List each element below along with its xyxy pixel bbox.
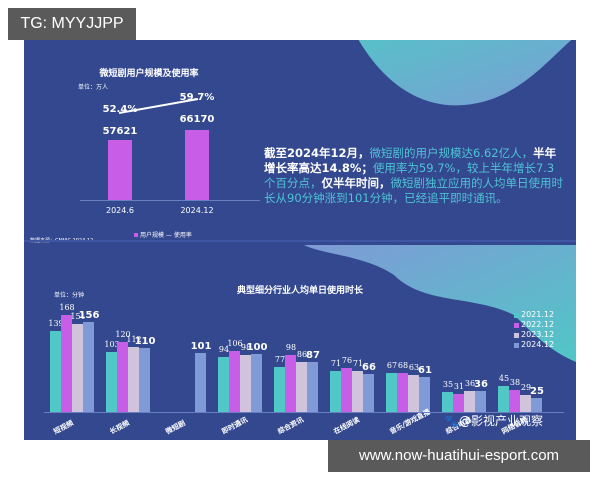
duration-bar bbox=[218, 357, 229, 412]
duration-bar bbox=[419, 376, 430, 412]
category-label: 微短剧 bbox=[164, 419, 187, 436]
usage-rate-line bbox=[118, 98, 199, 114]
duration-bar bbox=[442, 391, 453, 412]
duration-bar bbox=[464, 391, 475, 412]
paw-icon: 🐾 bbox=[444, 414, 459, 428]
bar-value-label: 101 bbox=[190, 341, 212, 353]
duration-bar bbox=[498, 385, 509, 412]
bar-value-label: 68 bbox=[397, 360, 409, 370]
users-label: 57621 bbox=[102, 126, 138, 137]
bar-value-label: 151 bbox=[70, 312, 86, 322]
bar-value-label: 94 bbox=[218, 345, 230, 355]
duration-bar bbox=[61, 314, 72, 412]
chart2-title: 典型细分行业人均单日使用时长 bbox=[236, 286, 363, 296]
bar-value-label: 63 bbox=[408, 363, 420, 373]
category-label: 长视频 bbox=[108, 419, 131, 436]
duration-bar bbox=[397, 372, 408, 412]
bar-value-label: 29 bbox=[520, 383, 532, 393]
bar-value-label: 25 bbox=[530, 385, 544, 397]
bar-value-label: 103 bbox=[104, 340, 120, 350]
infographic-panel: 微短剧用户规模及使用率 单位：万人 52.4% 59.7% 57621 6617… bbox=[24, 40, 576, 440]
rate-label: 59.7% bbox=[179, 92, 215, 103]
duration-bar bbox=[83, 321, 94, 412]
duration-bar bbox=[307, 361, 318, 412]
rate-label: 52.4% bbox=[102, 104, 138, 115]
category-label: 短视频 bbox=[52, 419, 75, 436]
users-bar bbox=[108, 140, 132, 200]
watermark-bottom: www.now-huatihui-esport.com bbox=[328, 440, 590, 472]
duration-bar bbox=[475, 391, 486, 412]
bar-value-label: 106 bbox=[227, 338, 243, 348]
duration-bar bbox=[531, 397, 542, 412]
category-label: 综合资讯 bbox=[276, 415, 305, 436]
bar-value-label: 66 bbox=[362, 361, 376, 373]
bar-value-label: 67 bbox=[386, 361, 398, 371]
chart2-axis bbox=[44, 412, 564, 413]
duration-bar bbox=[128, 347, 139, 412]
decorative-wave-top bbox=[358, 40, 572, 106]
duration-bar bbox=[72, 324, 83, 412]
duration-bar bbox=[106, 352, 117, 412]
bar-value-label: 98 bbox=[285, 343, 297, 353]
bar-value-label: 100 bbox=[246, 342, 268, 353]
duration-bar bbox=[520, 395, 531, 412]
users-label: 66170 bbox=[179, 114, 215, 125]
bar-value-label: 71 bbox=[330, 358, 342, 368]
section-divider bbox=[24, 240, 576, 242]
chart1-axis bbox=[80, 200, 260, 201]
duration-bar bbox=[341, 367, 352, 412]
bar-value-label: 61 bbox=[418, 364, 432, 376]
bar-value-label: 36 bbox=[474, 379, 488, 391]
bar-value-label: 76 bbox=[341, 355, 353, 365]
duration-bar bbox=[117, 342, 128, 412]
bar-value-label: 35 bbox=[442, 379, 454, 389]
duration-bar bbox=[509, 389, 520, 412]
chart2-legend: 2021.12 2022.12 2023.12 2024.12 bbox=[514, 310, 554, 350]
chart1-legend: 用户规模 — 使用率 bbox=[134, 230, 192, 239]
duration-bar bbox=[285, 355, 296, 412]
bar-value-label: 156 bbox=[78, 309, 100, 321]
duration-bar bbox=[330, 370, 341, 412]
chart2-unit: 单位：分钟 bbox=[54, 292, 85, 299]
bar-value-label: 38 bbox=[509, 377, 521, 387]
x-label: 2024.12 bbox=[180, 206, 214, 215]
duration-bar bbox=[274, 367, 285, 412]
category-label: 在线阅读 bbox=[332, 415, 361, 436]
duration-bar bbox=[352, 370, 363, 412]
category-label: 即时通讯 bbox=[220, 415, 249, 436]
duration-bar bbox=[229, 350, 240, 412]
bar-value-label: 87 bbox=[306, 349, 320, 361]
duration-bar bbox=[296, 362, 307, 412]
chart1-title: 微短剧用户规模及使用率 bbox=[99, 69, 199, 79]
watermark-top: TG: MYYJJPP bbox=[8, 8, 136, 40]
users-bar bbox=[185, 130, 209, 200]
bar-value-label: 112 bbox=[126, 335, 142, 345]
duration-bar bbox=[251, 354, 262, 412]
bar-value-label: 86 bbox=[296, 350, 308, 360]
bar-value-label: 120 bbox=[115, 330, 131, 340]
duration-bar bbox=[195, 353, 206, 412]
duration-bar bbox=[386, 373, 397, 412]
bar-value-label: 98 bbox=[240, 343, 252, 353]
summary-text: 截至2024年12月，微短剧的用户规模达6.62亿人，半年增长率高达14.8%；… bbox=[264, 146, 563, 205]
duration-bar bbox=[363, 373, 374, 412]
duration-bar bbox=[408, 375, 419, 412]
bar-value-label: 77 bbox=[274, 355, 286, 365]
bar-value-label: 110 bbox=[134, 336, 156, 348]
bar-value-label: 31 bbox=[453, 382, 465, 392]
x-label: 2024.6 bbox=[106, 206, 134, 215]
bar-value-label: 45 bbox=[498, 373, 510, 383]
bar-value-label: 139 bbox=[48, 319, 64, 329]
duration-bar bbox=[139, 348, 150, 412]
duration-bar bbox=[240, 355, 251, 412]
chart1-unit: 单位：万人 bbox=[78, 84, 109, 91]
duration-bar bbox=[50, 331, 61, 412]
decorative-wave-bottom bbox=[304, 245, 576, 362]
weibo-watermark: 🐾@影视产业观察 bbox=[444, 414, 543, 428]
bar-value-label: 71 bbox=[352, 358, 364, 368]
bar-value-label: 168 bbox=[59, 302, 75, 312]
bar-value-label: 36 bbox=[464, 379, 476, 389]
duration-bar bbox=[453, 394, 464, 412]
